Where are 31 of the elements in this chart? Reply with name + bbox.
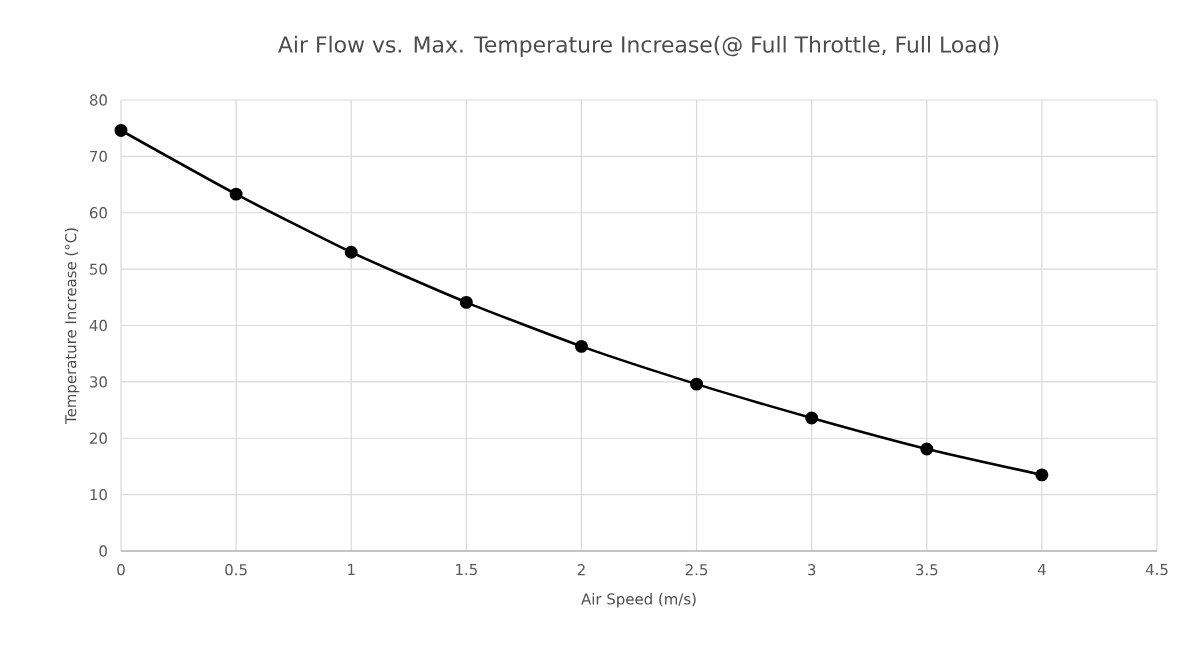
x-axis-title: Air Speed (m/s) xyxy=(581,593,696,608)
y-tick-label: 0 xyxy=(99,545,107,557)
y-axis-title: Temperature Increase (°C) xyxy=(64,228,80,425)
y-tick-label: 70 xyxy=(90,150,107,163)
point xyxy=(114,123,128,137)
x-tick-label: 2.5 xyxy=(685,564,708,576)
y-tick-label: 60 xyxy=(89,207,107,219)
y-tick-label: 10 xyxy=(90,488,107,501)
x-tick-label: 1 xyxy=(348,564,355,575)
x-tick-label: 0 xyxy=(117,564,125,576)
point xyxy=(690,377,704,391)
point xyxy=(574,339,588,353)
x-tick-label: 2 xyxy=(577,564,585,576)
point xyxy=(344,245,358,259)
point xyxy=(1035,468,1049,482)
x-tick-label: 1.5 xyxy=(456,564,477,576)
y-tick-label: 40 xyxy=(89,319,107,332)
chart-title: Air Flow vs. Max. Temperature Increase(@ Full Throttle, Full Load) xyxy=(278,35,999,58)
y-tick-label: 50 xyxy=(90,263,107,275)
y-tick-label: 30 xyxy=(90,376,107,388)
y-tick-label: 20 xyxy=(90,432,107,444)
point xyxy=(229,187,243,201)
point xyxy=(920,442,934,456)
x-tick-label: 4 xyxy=(1037,564,1046,575)
y-tick-label: 80 xyxy=(89,94,107,106)
x-tick-label: 4.5 xyxy=(1145,564,1168,576)
point xyxy=(459,295,473,309)
point xyxy=(805,411,819,425)
x-tick-label: 3.5 xyxy=(916,564,938,576)
x-tick-label: 3 xyxy=(808,564,816,576)
x-tick-label: 0.5 xyxy=(225,564,247,576)
